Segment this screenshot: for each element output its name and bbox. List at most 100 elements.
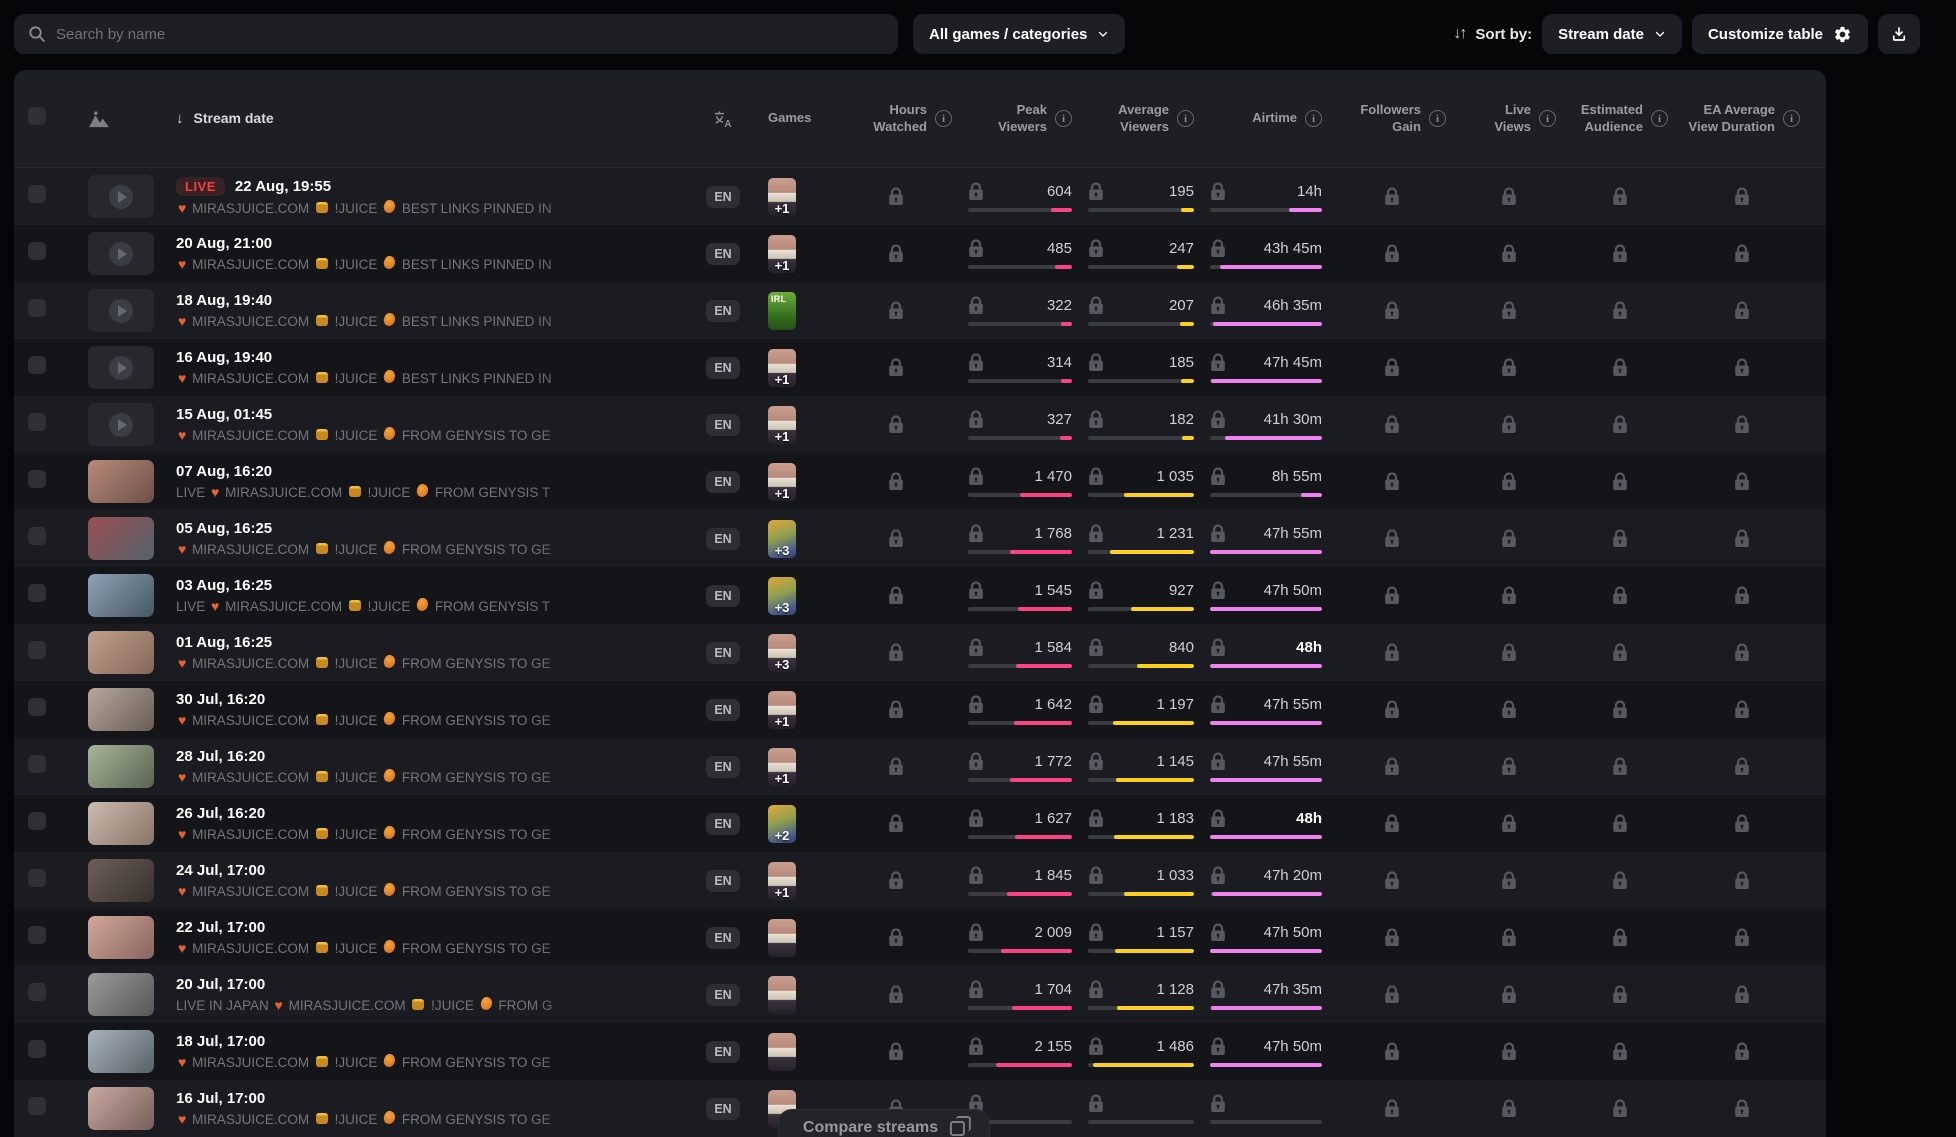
cell-peak-viewers: 327 <box>968 409 1072 440</box>
download-button[interactable] <box>1878 14 1920 54</box>
row-checkbox[interactable] <box>28 413 46 431</box>
lock-icon <box>969 466 983 485</box>
stream-thumbnail[interactable] <box>88 1030 154 1073</box>
stream-thumbnail[interactable] <box>88 688 154 731</box>
stream-thumbnail[interactable] <box>88 232 154 275</box>
stream-date: 01 Aug, 16:25 <box>176 634 273 651</box>
metric-value: 247 <box>1168 239 1194 257</box>
stream-thumbnail[interactable] <box>88 973 154 1016</box>
table-row[interactable]: LIVE 05 Aug, 16:25 ♥ MIRASJUICE.COM !JUI… <box>14 510 1826 567</box>
cell-estimated-audience <box>1572 529 1668 548</box>
cell-average-viewers <box>1088 1093 1194 1124</box>
metric-value: 48h <box>1296 809 1322 827</box>
info-icon[interactable]: i <box>1783 110 1800 127</box>
row-checkbox[interactable] <box>28 584 46 602</box>
stream-thumbnail[interactable] <box>88 460 154 503</box>
lock-icon <box>1502 415 1516 433</box>
stream-thumbnail[interactable] <box>88 289 154 332</box>
stream-thumbnail[interactable] <box>88 802 154 845</box>
stream-thumbnail[interactable] <box>88 346 154 389</box>
row-checkbox[interactable] <box>28 356 46 374</box>
info-icon[interactable]: i <box>1429 110 1446 127</box>
stream-thumbnail[interactable] <box>88 403 154 446</box>
table-row[interactable]: LIVE 07 Aug, 16:20 LIVE ♥ MIRASJUICE.COM… <box>14 453 1826 510</box>
metric-bar <box>1210 207 1322 212</box>
row-checkbox[interactable] <box>28 1040 46 1058</box>
info-icon[interactable]: i <box>1055 110 1072 127</box>
info-icon[interactable]: i <box>1651 110 1668 127</box>
customize-table-button[interactable]: Customize table <box>1691 14 1868 54</box>
row-checkbox[interactable] <box>28 983 46 1001</box>
sort-field-dropdown[interactable]: Stream date <box>1542 14 1682 54</box>
row-checkbox[interactable] <box>28 641 46 659</box>
cell-followers-gain <box>1338 928 1446 947</box>
table-row[interactable]: LIVE 28 Jul, 16:20 ♥ MIRASJUICE.COM !JUI… <box>14 738 1826 795</box>
table-row[interactable]: LIVE 30 Jul, 16:20 ♥ MIRASJUICE.COM !JUI… <box>14 681 1826 738</box>
lock-icon <box>1502 700 1516 718</box>
compare-streams-button[interactable]: Compare streams <box>777 1109 991 1137</box>
metric-bar <box>1210 264 1322 269</box>
table-row[interactable]: LIVE 16 Aug, 19:40 ♥ MIRASJUICE.COM !JUI… <box>14 339 1826 396</box>
info-icon[interactable]: i <box>1177 110 1194 127</box>
stream-thumbnail[interactable] <box>88 1087 154 1130</box>
row-checkbox[interactable] <box>28 755 46 773</box>
language-badge: EN <box>706 1040 740 1063</box>
row-checkbox[interactable] <box>28 185 46 203</box>
table-row[interactable]: LIVE 03 Aug, 16:25 LIVE ♥ MIRASJUICE.COM… <box>14 567 1826 624</box>
table-row[interactable]: LIVE 24 Jul, 17:00 ♥ MIRASJUICE.COM !JUI… <box>14 852 1826 909</box>
stream-thumbnail[interactable] <box>88 517 154 560</box>
table-row[interactable]: LIVE 26 Jul, 16:20 ♥ MIRASJUICE.COM !JUI… <box>14 795 1826 852</box>
row-checkbox[interactable] <box>28 527 46 545</box>
header-stream-date[interactable]: ↓ Stream date <box>176 109 274 127</box>
search-box[interactable] <box>14 14 898 54</box>
games-filter-button[interactable]: All games / categories <box>913 14 1126 54</box>
row-checkbox[interactable] <box>28 299 46 317</box>
table-row[interactable]: LIVE 20 Aug, 21:00 ♥ MIRASJUICE.COM !JUI… <box>14 225 1826 282</box>
cell-airtime: 48h <box>1210 808 1322 839</box>
cell-hours-watched <box>840 700 952 719</box>
cell-estimated-audience <box>1572 643 1668 662</box>
info-icon[interactable]: i <box>1539 110 1556 127</box>
table-row[interactable]: LIVE 15 Aug, 01:45 ♥ MIRASJUICE.COM !JUI… <box>14 396 1826 453</box>
table-row[interactable]: LIVE 18 Jul, 17:00 ♥ MIRASJUICE.COM !JUI… <box>14 1023 1826 1080</box>
table-row[interactable]: LIVE 18 Aug, 19:40 ♥ MIRASJUICE.COM !JUI… <box>14 282 1826 339</box>
cell-estimated-audience <box>1572 586 1668 605</box>
row-checkbox[interactable] <box>28 470 46 488</box>
stream-thumbnail[interactable] <box>88 745 154 788</box>
stream-thumbnail[interactable] <box>88 859 154 902</box>
stream-thumbnail[interactable] <box>88 916 154 959</box>
cell-followers-gain <box>1338 358 1446 377</box>
metric-value: 185 <box>1168 353 1194 371</box>
table-row[interactable]: LIVE 22 Jul, 17:00 ♥ MIRASJUICE.COM !JUI… <box>14 909 1826 966</box>
cell-peak-viewers: 322 <box>968 295 1072 326</box>
info-icon[interactable]: i <box>1305 110 1322 127</box>
search-input[interactable] <box>56 25 884 43</box>
game-count-badge: +1 <box>774 200 790 216</box>
metric-bar <box>1088 492 1194 497</box>
sort-direction-icon[interactable]: ↓↑ <box>1453 25 1467 42</box>
row-checkbox[interactable] <box>28 869 46 887</box>
lock-icon <box>1735 928 1749 946</box>
lock-icon <box>1735 814 1749 832</box>
header-estimated-audience: Estimated Audience i <box>1572 102 1668 135</box>
row-checkbox[interactable] <box>28 698 46 716</box>
table-row[interactable]: LIVE 22 Aug, 19:55 ♥ MIRASJUICE.COM !JUI… <box>14 168 1826 225</box>
lock-icon <box>1613 529 1627 547</box>
table-row[interactable]: LIVE 01 Aug, 16:25 ♥ MIRASJUICE.COM !JUI… <box>14 624 1826 681</box>
stream-title: ♥ MIRASJUICE.COM !JUICE FROM GENYSIS TO … <box>178 883 551 899</box>
row-checkbox[interactable] <box>28 242 46 260</box>
stream-thumbnail[interactable] <box>88 574 154 617</box>
cell-average-viewers: 1 157 <box>1088 922 1194 953</box>
select-all-checkbox[interactable] <box>28 107 46 125</box>
table-row[interactable]: LIVE 20 Jul, 17:00 LIVE IN JAPAN ♥ MIRAS… <box>14 966 1826 1023</box>
row-checkbox[interactable] <box>28 812 46 830</box>
stream-thumbnail[interactable] <box>88 631 154 674</box>
metric-bar <box>1088 720 1194 725</box>
stream-thumbnail[interactable] <box>88 175 154 218</box>
row-checkbox[interactable] <box>28 1097 46 1115</box>
row-checkbox[interactable] <box>28 926 46 944</box>
cell-peak-viewers: 1 845 <box>968 865 1072 896</box>
stream-title: ♥ MIRASJUICE.COM !JUICE FROM GENYSIS TO … <box>178 427 551 443</box>
lock-icon <box>1385 757 1399 775</box>
info-icon[interactable]: i <box>935 110 952 127</box>
